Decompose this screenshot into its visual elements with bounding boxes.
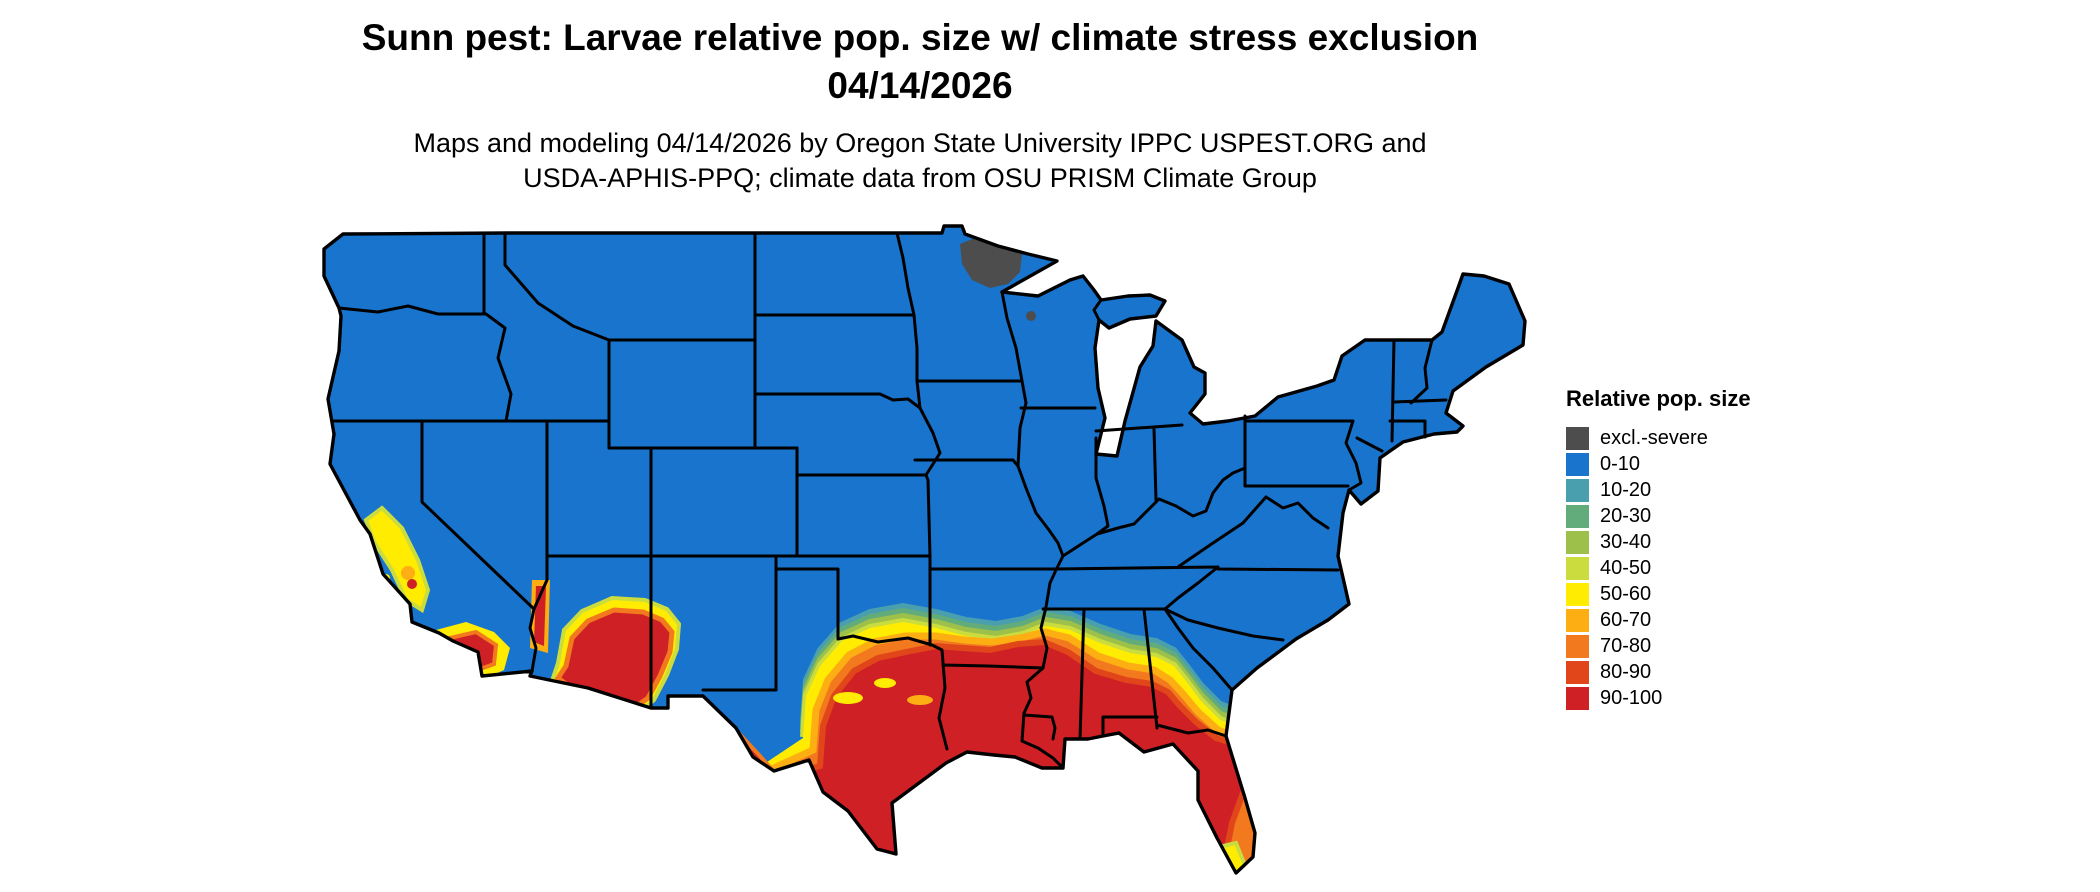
legend-swatch [1566,452,1589,476]
central-valley-orange [401,566,415,580]
legend-label: 20-30 [1600,504,1652,527]
legend-label: excl.-severe [1600,426,1708,449]
legend-label: 50-60 [1600,582,1652,605]
central-valley-red [407,579,417,589]
map-title-date: 04/14/2026 [827,65,1013,107]
texas-yellow-patch [833,692,863,704]
us-map [322,224,1527,884]
legend-swatch [1566,426,1589,450]
texas-orange-patch [907,695,933,705]
legend-swatch [1566,660,1589,684]
florida-tip-green [1218,868,1228,873]
florida-tip-yellow [1203,840,1249,873]
state-borders-central [753,231,1059,751]
legend-swatch [1566,478,1589,502]
legend-swatch [1566,556,1589,580]
figure-header: Sunn pest: Larvae relative pop. size w/ … [130,14,1710,196]
legend-swatch [1566,530,1589,554]
legend-item: 10-20 [1566,477,1886,503]
legend-label: 80-90 [1600,660,1652,683]
florida-tip-teal [1226,877,1233,884]
legend-item: 0-10 [1566,451,1886,477]
legend-swatch [1566,608,1589,632]
legend-label: 90-100 [1600,686,1663,709]
map-subtitle-line2: USDA-APHIS-PPQ; climate data from OSU PR… [523,163,1317,194]
legend-label: 0-10 [1600,452,1641,475]
legend-label: 70-80 [1600,634,1652,657]
texas-yellow-patch [874,678,896,688]
legend-item: 80-90 [1566,659,1886,685]
map-subtitle-line1: Maps and modeling 04/14/2026 by Oregon S… [413,128,1427,159]
legend-item: excl.-severe [1566,425,1886,451]
legend-item: 50-60 [1566,581,1886,607]
state-borders-northeast [1176,338,1448,569]
legend-swatch [1566,634,1589,658]
legend-swatch [1566,686,1589,710]
state-borders-east [1019,298,1340,741]
coastal-yellow-speck [365,545,371,551]
legend-item: 40-50 [1566,555,1886,581]
legend-label: 60-70 [1600,608,1652,631]
legend-item: 60-70 [1566,607,1886,633]
legend-items: excl.-severe 0-10 10-20 20-30 30-40 40-50 50-6… [1566,425,1886,711]
us-outline [322,224,1527,875]
legend-item: 70-80 [1566,633,1886,659]
legend-label: 30-40 [1600,530,1652,553]
legend-swatch [1566,582,1589,606]
legend-swatch [1566,504,1589,528]
legend-item: 20-30 [1566,503,1886,529]
legend-item: 90-100 [1566,685,1886,711]
state-borders [332,231,1448,770]
legend-label: 40-50 [1600,556,1652,579]
legend-item: 30-40 [1566,529,1886,555]
state-borders-west [332,231,932,710]
map-title-line1: Sunn pest: Larvae relative pop. size w/ … [361,17,1479,58]
legend-label: 10-20 [1600,478,1652,501]
legend: Relative pop. size excl.-severe 0-10 10-20… [1566,386,1886,711]
excluded-severe-speck [1026,311,1036,321]
legend-title: Relative pop. size [1566,386,1751,411]
